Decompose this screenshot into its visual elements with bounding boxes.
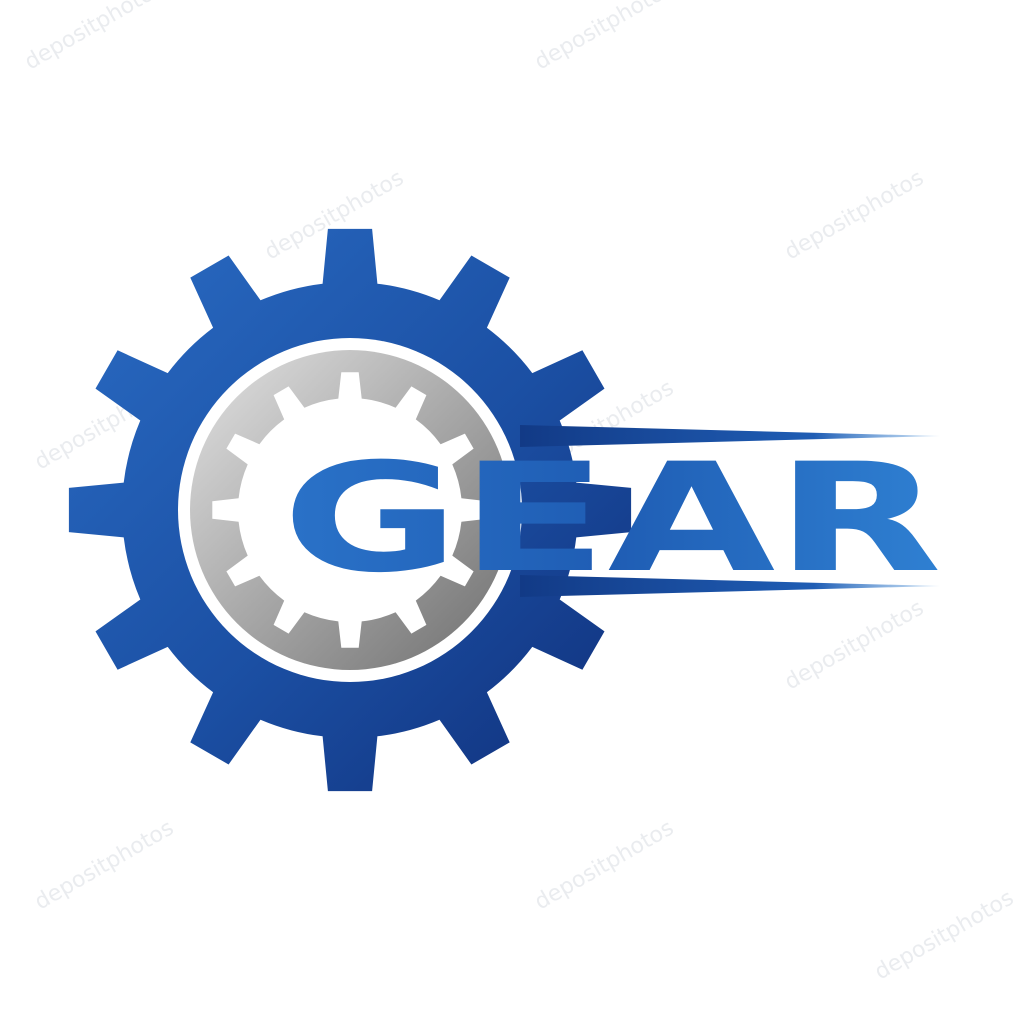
watermark-text: depositphotos — [781, 166, 929, 266]
watermark-text: depositphotos — [871, 886, 1019, 986]
watermark-text: depositphotos — [781, 596, 929, 696]
watermark-text: depositphotos — [531, 0, 679, 75]
inner-gear-icon — [212, 372, 488, 648]
watermark-text: depositphotos — [31, 816, 179, 916]
wordmark: GEAR — [282, 432, 942, 606]
watermark-text: depositphotos — [531, 816, 679, 916]
speed-lines-icon — [520, 425, 940, 597]
watermark-text: depositphotos — [21, 0, 169, 75]
